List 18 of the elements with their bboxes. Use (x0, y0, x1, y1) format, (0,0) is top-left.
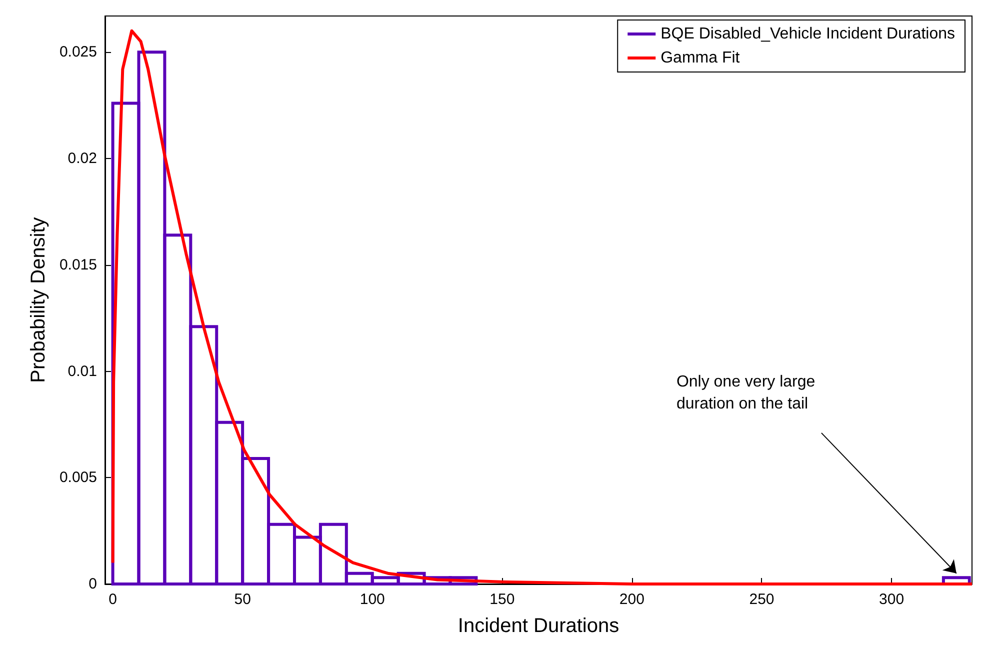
y-tick-label: 0.02 (68, 150, 97, 168)
x-tick-label: 300 (879, 591, 904, 608)
y-tick-label: 0.015 (59, 256, 97, 274)
x-tick-label: 150 (490, 591, 515, 608)
x-tick-label: 100 (360, 591, 385, 608)
y-axis-title: Probability Density (28, 217, 50, 383)
x-tick-label: 200 (619, 591, 644, 608)
x-axis-title: Incident Durations (458, 615, 620, 637)
x-tick-label: 250 (749, 591, 774, 608)
y-tick-label: 0.005 (59, 469, 97, 486)
y-tick-label: 0.025 (59, 44, 97, 61)
x-tick-label: 50 (234, 591, 251, 608)
annotation: Only one very large duration on the tail (676, 373, 820, 412)
x-tick-label: 0 (108, 591, 117, 608)
legend-label: BQE Disabled_Vehicle Incident Durations (660, 26, 955, 42)
y-tick-label: 0.01 (68, 362, 97, 380)
legend-label: Gamma Fit (660, 50, 740, 66)
y-tick-label: 0 (88, 576, 97, 592)
